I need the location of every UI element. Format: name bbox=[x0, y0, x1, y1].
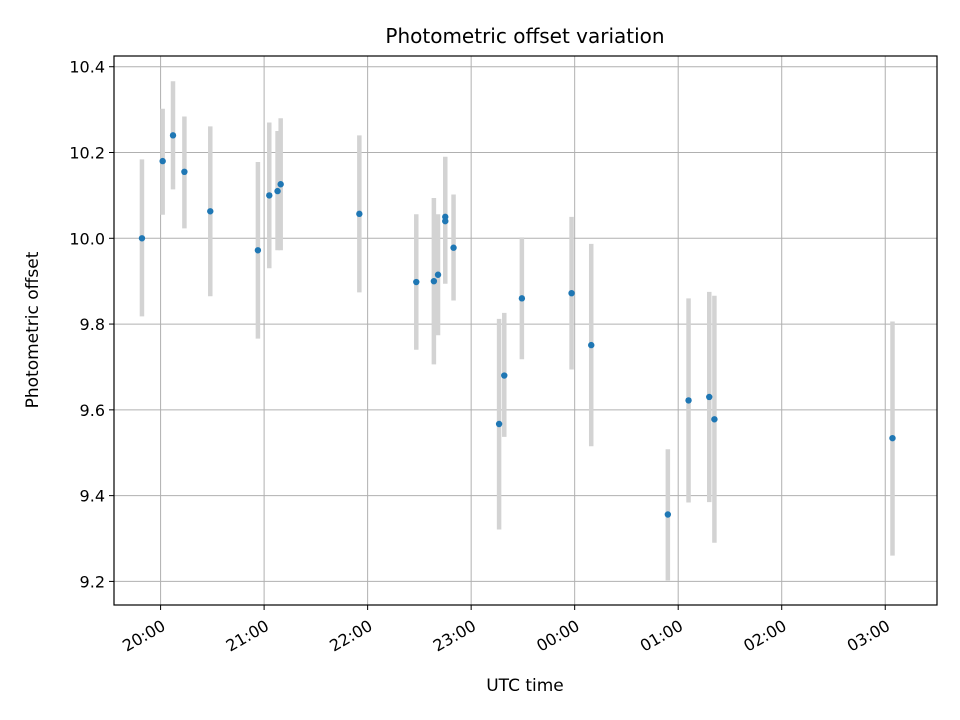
data-point bbox=[181, 168, 188, 176]
data-point bbox=[254, 247, 262, 254]
data-point bbox=[138, 235, 146, 242]
y-tick-label: 10.4 bbox=[69, 58, 105, 77]
data-point bbox=[495, 420, 503, 428]
data-point bbox=[588, 341, 595, 349]
data-point bbox=[664, 511, 672, 518]
data-point bbox=[413, 278, 420, 286]
data-points bbox=[138, 132, 896, 518]
data-point bbox=[169, 132, 177, 139]
data-point bbox=[518, 295, 526, 302]
data-point bbox=[266, 192, 273, 199]
data-point bbox=[434, 271, 442, 278]
y-tick-label: 10.2 bbox=[69, 144, 105, 163]
y-tick-label: 9.2 bbox=[80, 572, 105, 591]
plot-frame bbox=[113, 55, 938, 606]
data-point bbox=[207, 208, 214, 215]
data-point bbox=[501, 372, 508, 379]
grid-lines bbox=[114, 56, 937, 605]
x-axis-label: UTC time bbox=[486, 676, 564, 696]
data-point bbox=[685, 397, 692, 404]
chart-title: Photometric offset variation bbox=[385, 24, 664, 48]
data-point bbox=[356, 210, 363, 218]
data-point bbox=[706, 393, 713, 401]
data-point bbox=[274, 187, 281, 195]
data-point bbox=[159, 157, 166, 165]
data-point bbox=[450, 244, 457, 251]
data-point bbox=[889, 434, 896, 442]
data-point bbox=[430, 277, 438, 285]
data-point bbox=[277, 181, 284, 188]
data-point bbox=[711, 416, 718, 423]
y-axis-label: Photometric offset bbox=[23, 251, 43, 408]
data-point bbox=[568, 289, 575, 297]
y-tick-label: 9.8 bbox=[80, 315, 105, 334]
y-tick-label: 9.4 bbox=[80, 487, 105, 506]
data-point bbox=[442, 217, 449, 225]
y-tick-label: 10.0 bbox=[69, 229, 105, 248]
y-axis-ticks: 9.2 9.4 9.6 9.8 10.0 10.2 10.4 bbox=[69, 58, 114, 591]
y-tick-label: 9.6 bbox=[80, 401, 105, 420]
